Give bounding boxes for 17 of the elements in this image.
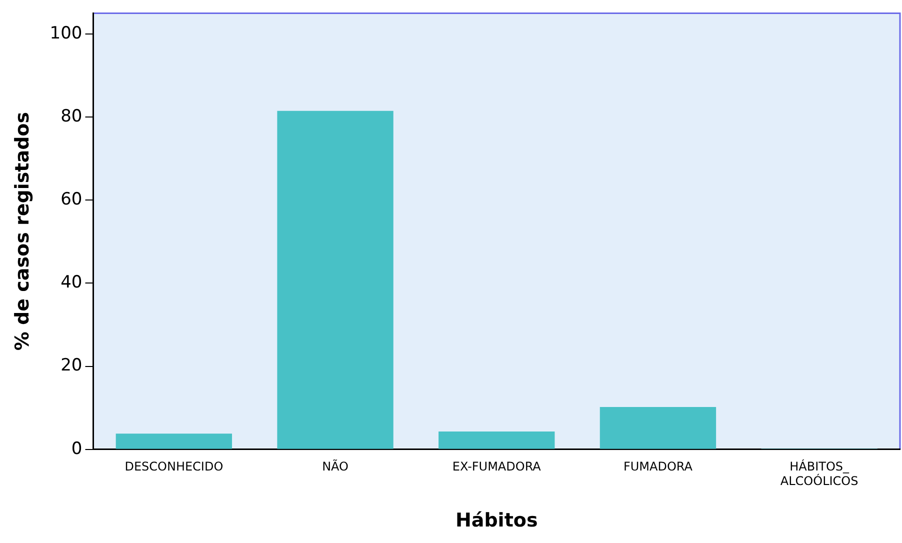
bar <box>600 407 716 449</box>
bar <box>277 110 394 449</box>
x-tick-label: FUMADORA <box>623 460 694 474</box>
x-tick-label: EX-FUMADORA <box>452 460 542 474</box>
y-tick-label: 0 <box>71 438 82 459</box>
y-axis-title: % de casos registados <box>11 112 34 351</box>
y-tick-label: 20 <box>60 356 82 376</box>
x-tick-label: HÁBITOS_ALCOÓLICOS <box>780 458 858 488</box>
x-axis-title: Hábitos <box>455 510 538 532</box>
y-tick-label: 100 <box>50 23 82 44</box>
x-tick-label: DESCONHECIDO <box>124 460 224 474</box>
bar <box>116 434 232 449</box>
y-tick-label: 40 <box>60 272 82 293</box>
x-tick-label: NÃO <box>322 458 348 474</box>
bar <box>438 432 555 449</box>
y-tick-label: 60 <box>60 190 82 210</box>
y-tick-label: 80 <box>60 106 82 126</box>
